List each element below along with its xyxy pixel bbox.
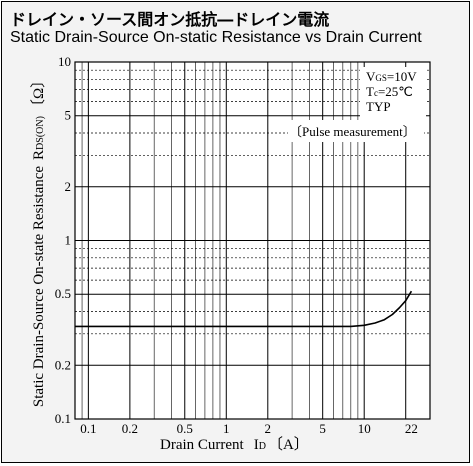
x-tick-label: 22 xyxy=(405,421,418,436)
pulse-note-box: 〔Pulse measurement〕 xyxy=(288,120,424,142)
series-layer xyxy=(75,290,413,328)
rds-on-curve xyxy=(75,290,413,328)
x-tick-label: 5 xyxy=(319,421,326,436)
x-axis-label: Drain Current ID 〔A〕 xyxy=(160,436,309,453)
pulse-note-bg xyxy=(288,120,424,142)
vgs-condition: VGS=10V xyxy=(366,69,417,84)
conditions-box: VGS=10V Tc=25℃ TYP xyxy=(360,67,426,125)
x-tick-label: 0.2 xyxy=(122,421,138,436)
x-tick-label: 0.1 xyxy=(80,421,96,436)
pulse-note: 〔Pulse measurement〕 xyxy=(289,124,416,139)
chart-title-jp: ドレイン・ソース間オン抵抗―ドレイン電流 xyxy=(10,10,330,29)
tc-condition: Tc=25℃ xyxy=(366,84,413,99)
y-tick-label: 1 xyxy=(65,233,72,248)
y-tick-label: 10 xyxy=(58,54,71,69)
y-tick-label: 5 xyxy=(65,108,72,123)
x-tick-labels: 0.1 0.2 0.5 1 2 5 10 22 xyxy=(80,421,418,436)
chart-title-en: Static Drain-Source On-static Resistance… xyxy=(10,29,422,46)
y-tick-labels: 0.1 0.2 0.5 1 2 5 10 xyxy=(55,54,71,426)
y-axis-label: Static Drain-Source On-state ResistanceR… xyxy=(30,73,47,407)
typ-label: TYP xyxy=(366,99,391,114)
y-tick-label: 0.2 xyxy=(55,357,71,372)
x-tick-label: 1 xyxy=(223,421,230,436)
x-tick-label: 0.5 xyxy=(177,421,193,436)
y-tick-label: 0.5 xyxy=(55,286,71,301)
conditions-box-bg xyxy=(360,67,426,125)
plot-border xyxy=(74,61,431,420)
x-tick-label: 2 xyxy=(265,421,272,436)
y-tick-label: 0.1 xyxy=(55,411,71,426)
y-tick-label: 2 xyxy=(65,179,72,194)
x-tick-label: 10 xyxy=(358,421,371,436)
